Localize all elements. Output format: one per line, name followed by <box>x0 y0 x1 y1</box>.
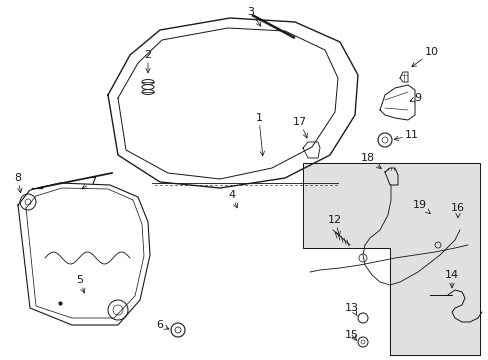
Polygon shape <box>303 163 479 355</box>
Text: 7: 7 <box>82 177 96 189</box>
Text: 1: 1 <box>255 113 264 156</box>
Text: 14: 14 <box>444 270 458 288</box>
Text: 8: 8 <box>15 173 22 193</box>
Text: 9: 9 <box>409 93 421 103</box>
Text: 4: 4 <box>228 190 237 208</box>
Text: 10: 10 <box>411 47 438 67</box>
Text: 13: 13 <box>345 303 358 316</box>
Text: 12: 12 <box>327 215 342 236</box>
Text: 5: 5 <box>76 275 85 293</box>
Text: 2: 2 <box>144 50 151 73</box>
Text: 3: 3 <box>247 7 260 26</box>
Text: 6: 6 <box>156 320 169 330</box>
Text: 19: 19 <box>412 200 429 213</box>
Text: 11: 11 <box>393 130 418 140</box>
Text: 16: 16 <box>450 203 464 218</box>
Text: 18: 18 <box>360 153 381 168</box>
Text: 17: 17 <box>292 117 306 138</box>
Text: 15: 15 <box>345 330 358 340</box>
